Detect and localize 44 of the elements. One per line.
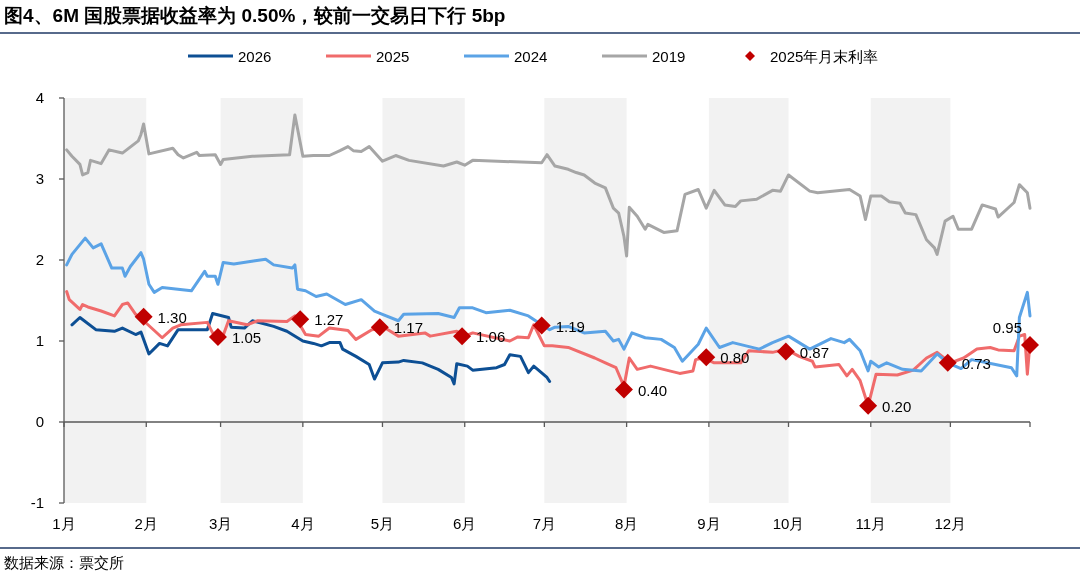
x-tick-label: 10月 xyxy=(772,515,805,532)
y-tick-label: 2 xyxy=(35,251,44,268)
data-label: 1.27 xyxy=(314,311,344,329)
x-tick-label: 4月 xyxy=(291,515,315,532)
x-tick-label: 9月 xyxy=(697,515,721,532)
legend-label: 2024 xyxy=(514,48,548,65)
point xyxy=(614,380,633,399)
x-tick-label: 7月 xyxy=(532,515,557,532)
point xyxy=(938,353,957,372)
point xyxy=(370,318,389,337)
point xyxy=(532,316,551,335)
point xyxy=(697,348,716,367)
x-tick-label: 11月 xyxy=(855,515,887,532)
legend-label: 2025 xyxy=(376,48,410,65)
data-label: 0.87 xyxy=(799,343,830,361)
data-label: 1.05 xyxy=(231,328,262,346)
data-label: 0.40 xyxy=(637,381,668,399)
point xyxy=(291,310,310,329)
point xyxy=(134,307,153,326)
chart-title: 图4、6M 国股票据收益率为 0.50%，较前一交易日下行 5bp xyxy=(4,5,506,26)
data-label: 0.20 xyxy=(882,397,912,415)
y-tick-label: 3 xyxy=(35,170,44,187)
point xyxy=(1021,336,1039,355)
legend-label: 2025年月末利率 xyxy=(770,48,879,65)
point xyxy=(208,327,227,346)
source-note: 数据来源：票交所 xyxy=(4,554,124,571)
x-tick-label: 1月 xyxy=(52,515,76,532)
x-tick-label: 2月 xyxy=(134,515,158,532)
x-tick-label: 8月 xyxy=(614,515,639,532)
x-tick-label: 3月 xyxy=(208,515,233,532)
x-tick-label: 6月 xyxy=(453,515,477,532)
y-tick-label: 1 xyxy=(35,332,44,349)
point xyxy=(776,342,795,361)
legend-label: 2026 xyxy=(238,48,272,65)
x-tick-label: 5月 xyxy=(370,515,395,532)
y-tick-label: 0 xyxy=(35,413,44,430)
point xyxy=(453,327,472,346)
data-label: 1.17 xyxy=(393,319,424,337)
data-label: 1.30 xyxy=(157,308,187,326)
y-tick-label: -1 xyxy=(30,494,44,511)
y-tick-label: 4 xyxy=(35,89,44,106)
legend-label: 2019 xyxy=(652,48,686,65)
x-tick-label: 12月 xyxy=(934,515,967,532)
point xyxy=(859,396,878,415)
